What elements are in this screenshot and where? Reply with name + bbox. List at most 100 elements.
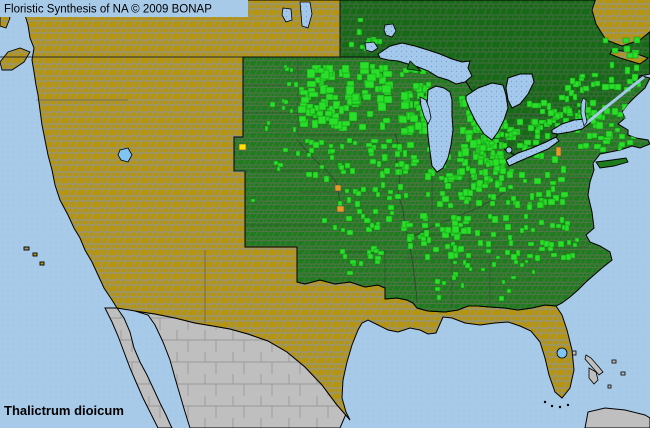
county-present-square xyxy=(494,180,501,189)
county-present-square xyxy=(380,143,388,150)
county-present-square xyxy=(383,95,393,104)
county-present-square xyxy=(434,278,441,285)
lake-okeechobee xyxy=(556,347,568,359)
county-present-square xyxy=(389,210,395,216)
county-present-square xyxy=(269,101,276,108)
county-present-square xyxy=(424,172,432,181)
county-present-square xyxy=(332,100,341,110)
county-present-square xyxy=(547,198,556,206)
county-present-square xyxy=(281,105,286,111)
county-present-square xyxy=(372,208,379,215)
county-present-square xyxy=(375,191,381,198)
county-present-square xyxy=(618,141,626,148)
county-present-square xyxy=(624,66,631,75)
county-present-square xyxy=(441,280,447,286)
county-present-square xyxy=(366,110,374,118)
county-present-square xyxy=(481,183,489,189)
county-present-square xyxy=(355,190,362,197)
county-present-square xyxy=(559,216,565,224)
county-present-square xyxy=(535,191,543,198)
county-present-square xyxy=(536,201,544,209)
county-present-square xyxy=(346,229,354,236)
county-present-square xyxy=(513,259,519,265)
florida-keys xyxy=(543,400,570,409)
county-present-square xyxy=(453,233,461,241)
county-present-square xyxy=(455,215,462,222)
county-present-square xyxy=(394,193,402,200)
county-present-square xyxy=(597,135,605,141)
county-present-square xyxy=(318,101,327,111)
county-present-square xyxy=(282,147,289,153)
county-present-square xyxy=(447,202,454,209)
county-present-square xyxy=(492,158,500,167)
county-present-square xyxy=(622,37,630,44)
county-present-square xyxy=(482,136,488,142)
county-present-square xyxy=(502,122,509,130)
county-present-square xyxy=(426,236,432,244)
county-present-square xyxy=(357,17,364,23)
county-present-square xyxy=(502,214,510,222)
baja-california xyxy=(104,307,173,428)
county-present-square xyxy=(387,204,395,211)
county-present-square xyxy=(457,245,465,253)
county-present-square xyxy=(346,196,352,204)
county-present-square xyxy=(317,115,327,125)
county-present-square xyxy=(526,203,533,211)
county-present-square xyxy=(531,102,540,109)
county-present-square xyxy=(452,260,458,265)
county-present-square xyxy=(518,171,526,179)
county-present-square xyxy=(601,83,610,91)
county-present-square xyxy=(345,85,355,96)
county-present-square xyxy=(540,99,548,107)
county-present-square xyxy=(488,140,495,146)
county-present-square xyxy=(407,242,414,250)
county-present-square xyxy=(308,147,315,154)
county-present-square xyxy=(470,119,477,127)
county-present-square xyxy=(377,250,385,256)
county-present-square xyxy=(491,215,499,224)
county-present-square xyxy=(381,153,388,162)
county-present-square xyxy=(482,168,489,177)
county-present-square xyxy=(420,235,427,242)
county-present-square xyxy=(633,36,641,44)
county-present-square xyxy=(498,174,505,182)
county-present-square xyxy=(436,200,444,208)
county-present-square xyxy=(490,231,497,238)
county-present-square xyxy=(311,119,319,129)
county-present-square xyxy=(475,199,483,207)
county-present-square xyxy=(564,84,572,92)
county-present-square xyxy=(317,67,325,74)
county-present-square xyxy=(562,106,568,114)
county-present-square xyxy=(477,158,484,166)
county-present-square xyxy=(527,124,535,132)
county-present-square xyxy=(329,148,336,154)
county-present-square xyxy=(515,249,521,257)
county-present-square xyxy=(551,155,559,164)
county-present-square xyxy=(312,141,320,149)
county-present-square xyxy=(369,222,375,229)
county-present-square xyxy=(299,89,309,96)
lake-st-clair xyxy=(505,146,513,154)
county-present-square xyxy=(341,64,350,74)
county-present-square xyxy=(519,262,525,268)
county-present-square xyxy=(456,175,463,181)
county-present-square xyxy=(300,96,310,104)
county-present-square xyxy=(420,240,428,247)
county-present-square xyxy=(367,147,375,154)
county-present-square xyxy=(487,213,493,220)
county-present-square xyxy=(566,239,572,246)
county-present-square xyxy=(402,67,410,74)
county-present-square xyxy=(480,267,486,272)
county-present-square xyxy=(351,93,360,102)
county-present-square xyxy=(264,125,269,132)
georgian-bay xyxy=(505,73,535,109)
county-present-square xyxy=(365,142,373,148)
county-present-square xyxy=(403,163,410,171)
county-present-square xyxy=(424,253,431,261)
county-present-square xyxy=(385,138,393,144)
county-present-square xyxy=(469,167,477,175)
county-present-square xyxy=(425,191,431,198)
county-present-square xyxy=(468,266,473,272)
county-present-square xyxy=(339,143,345,150)
